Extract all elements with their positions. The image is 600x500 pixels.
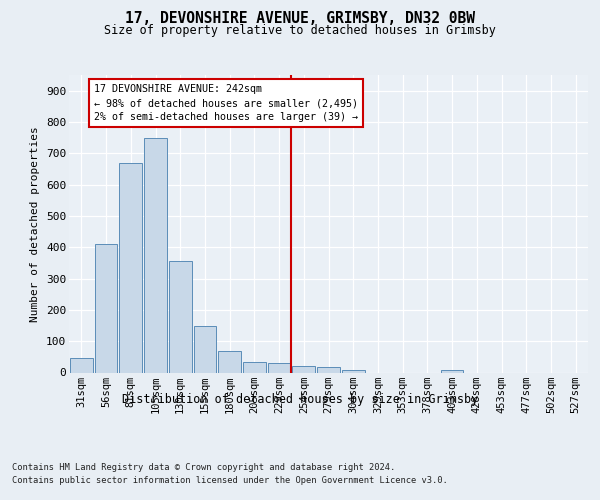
Text: 17, DEVONSHIRE AVENUE, GRIMSBY, DN32 0BW: 17, DEVONSHIRE AVENUE, GRIMSBY, DN32 0BW [125, 11, 475, 26]
Text: 17 DEVONSHIRE AVENUE: 242sqm
← 98% of detached houses are smaller (2,495)
2% of : 17 DEVONSHIRE AVENUE: 242sqm ← 98% of de… [94, 84, 358, 122]
Bar [95, 244, 118, 372]
Bar [243, 362, 266, 372]
Text: Distribution of detached houses by size in Grimsby: Distribution of detached houses by size … [122, 392, 478, 406]
Bar [169, 262, 191, 372]
Y-axis label: Number of detached properties: Number of detached properties [31, 126, 40, 322]
Text: Contains HM Land Registry data © Crown copyright and database right 2024.: Contains HM Land Registry data © Crown c… [12, 462, 395, 471]
Bar [194, 326, 216, 372]
Bar [144, 138, 167, 372]
Bar [218, 350, 241, 372]
Bar [119, 162, 142, 372]
Bar [292, 366, 315, 372]
Text: Size of property relative to detached houses in Grimsby: Size of property relative to detached ho… [104, 24, 496, 37]
Bar [441, 370, 463, 372]
Bar [317, 368, 340, 372]
Bar [70, 358, 93, 372]
Bar [342, 370, 365, 372]
Bar [268, 363, 290, 372]
Text: Contains public sector information licensed under the Open Government Licence v3: Contains public sector information licen… [12, 476, 448, 485]
